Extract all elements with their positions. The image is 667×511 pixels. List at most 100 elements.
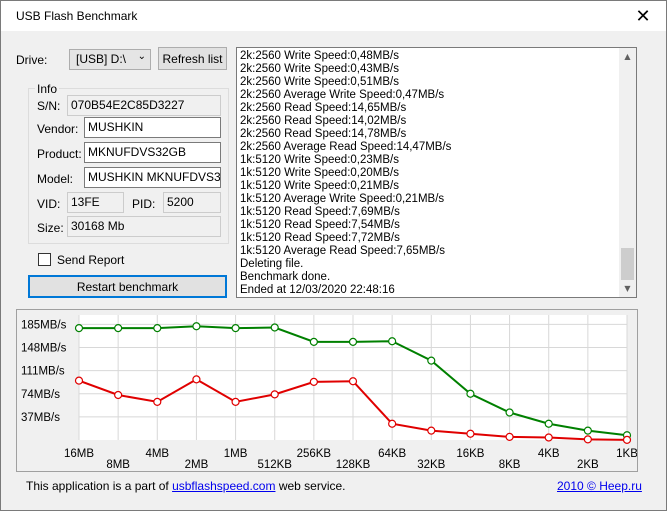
data-point xyxy=(309,337,318,346)
restart-benchmark-button[interactable]: Restart benchmark xyxy=(28,275,227,298)
data-point xyxy=(388,419,397,428)
data-point xyxy=(348,337,358,346)
scroll-down-icon[interactable]: ▼ xyxy=(624,284,631,293)
x-tick-label: 1KB xyxy=(616,448,637,460)
data-point xyxy=(270,323,279,332)
scroll-thumb[interactable] xyxy=(621,248,634,280)
y-tick-label: 37MB/s xyxy=(21,412,60,424)
data-point xyxy=(622,435,632,444)
speed-chart-frame: 185MB/s 148MB/s 111MB/s 74MB/s 37MB/s 16MB 8MB… xyxy=(16,309,638,472)
model-label: Model: xyxy=(37,172,74,186)
data-point xyxy=(309,377,318,386)
send-report-label[interactable]: Send Report xyxy=(57,253,125,267)
log-line: 1k:5120 Read Speed:7,72MB/s xyxy=(240,232,400,244)
vid-label: VID: xyxy=(37,197,61,211)
x-tick-label: 64KB xyxy=(378,448,406,460)
size-label: Size: xyxy=(37,221,64,235)
footer-text-after: web service. xyxy=(275,479,346,493)
data-point xyxy=(270,390,279,399)
send-report-checkbox[interactable] xyxy=(38,253,51,266)
pid-field: 5200 xyxy=(163,192,221,213)
drive-select-value: [USB] D:\ xyxy=(76,52,127,66)
log-line: 2k:2560 Average Write Speed:0,47MB/s xyxy=(240,89,445,101)
data-point xyxy=(583,426,592,435)
x-tick-label: 16KB xyxy=(456,448,484,460)
data-point xyxy=(231,324,240,333)
info-group-label: Info xyxy=(35,82,60,96)
data-point xyxy=(231,397,240,406)
title-bar: USB Flash Benchmark ✕ xyxy=(1,1,666,31)
data-point xyxy=(348,377,358,386)
data-point xyxy=(114,390,123,400)
data-point xyxy=(505,408,514,417)
sn-field: 070B54E2C85D3227 xyxy=(67,95,221,116)
pid-label: PID: xyxy=(132,197,156,211)
close-icon[interactable]: ✕ xyxy=(635,5,651,27)
speed-chart: 185MB/s 148MB/s 111MB/s 74MB/s 37MB/s 16MB 8MB… xyxy=(21,315,638,471)
data-point xyxy=(153,397,162,406)
log-lines: 2k:2560 Write Speed:0,48MB/s 2k:2560 Writ… xyxy=(240,50,451,297)
product-field[interactable]: MKNUFDVS32GB xyxy=(84,142,221,163)
log-line: 1k:5120 Write Speed:0,20MB/s xyxy=(240,167,399,179)
x-tick-label: 32KB xyxy=(417,459,445,471)
x-tick-label: 2MB xyxy=(185,459,209,471)
log-line: 1k:5120 Average Read Speed:7,65MB/s xyxy=(240,245,446,257)
data-point xyxy=(388,337,397,346)
data-point xyxy=(427,426,436,435)
log-line: Deleting file. xyxy=(240,258,304,270)
data-point xyxy=(583,435,592,444)
data-point xyxy=(544,419,553,428)
vendor-label: Vendor: xyxy=(37,122,79,136)
x-tick-label: 2KB xyxy=(577,459,599,471)
log-line: 2k:2560 Read Speed:14,02MB/s xyxy=(240,115,407,127)
drive-select[interactable]: [USB] D:\ ⌄ xyxy=(69,49,151,70)
y-tick-label: 185MB/s xyxy=(21,319,67,331)
y-tick-label: 74MB/s xyxy=(21,389,60,401)
log-textarea[interactable]: 2k:2560 Write Speed:0,48MB/s 2k:2560 Writ… xyxy=(236,47,637,298)
drive-label: Drive: xyxy=(16,53,48,67)
x-tick-label: 8MB xyxy=(106,459,130,471)
log-scrollbar[interactable]: ▲ ▼ xyxy=(619,48,636,297)
product-label: Product: xyxy=(37,147,82,161)
log-line: 2k:2560 Read Speed:14,78MB/s xyxy=(240,128,407,140)
footer-text: This application is a part of usbflashsp… xyxy=(26,479,346,493)
copyright-link[interactable]: 2010 © Heep.ru xyxy=(557,479,642,493)
footer-text-before: This application is a part of xyxy=(26,479,173,493)
refresh-list-button[interactable]: Refresh list xyxy=(158,47,227,70)
usbflashspeed-link[interactable]: usbflashspeed.com xyxy=(172,479,276,493)
log-line: 2k:2560 Write Speed:0,48MB/s xyxy=(240,50,399,62)
data-point xyxy=(74,376,84,385)
model-field[interactable]: MUSHKIN MKNUFDVS32GB xyxy=(84,167,221,188)
scroll-up-icon[interactable]: ▲ xyxy=(624,52,631,61)
x-tick-label: 128KB xyxy=(336,459,371,471)
log-line: 1k:5120 Average Write Speed:0,21MB/s xyxy=(240,193,445,205)
log-line: 1k:5120 Read Speed:7,69MB/s xyxy=(240,206,400,218)
vendor-field[interactable]: MUSHKIN xyxy=(84,117,221,138)
log-line: Benchmark done. xyxy=(240,271,331,283)
log-line: 1k:5120 Read Speed:7,54MB/s xyxy=(240,219,400,231)
data-point xyxy=(544,433,553,442)
x-tick-label: 256KB xyxy=(297,448,332,460)
data-point xyxy=(192,375,201,384)
x-tick-label: 1MB xyxy=(224,448,248,460)
info-group xyxy=(28,88,229,244)
log-line: 1k:5120 Write Speed:0,23MB/s xyxy=(240,154,399,166)
log-line: Ended at 12/03/2020 22:48:16 xyxy=(240,284,395,296)
x-tick-label: 512KB xyxy=(257,459,292,471)
data-point xyxy=(192,322,201,331)
x-tick-label: 16MB xyxy=(64,448,94,460)
sn-label: S/N: xyxy=(37,99,61,113)
log-line: 2k:2560 Read Speed:14,65MB/s xyxy=(240,102,407,114)
chevron-down-icon: ⌄ xyxy=(137,51,146,62)
log-line: 1k:5120 Write Speed:0,21MB/s xyxy=(240,180,399,192)
data-point xyxy=(153,324,162,333)
log-line: 2k:2560 Write Speed:0,51MB/s xyxy=(240,76,399,88)
y-tick-label: 111MB/s xyxy=(21,366,65,378)
data-point xyxy=(505,432,514,441)
data-point xyxy=(427,356,436,365)
log-line: 2k:2560 Average Read Speed:14,47MB/s xyxy=(240,141,452,153)
data-point xyxy=(74,324,84,333)
vid-field: 13FE xyxy=(67,192,124,213)
data-point xyxy=(466,389,475,398)
